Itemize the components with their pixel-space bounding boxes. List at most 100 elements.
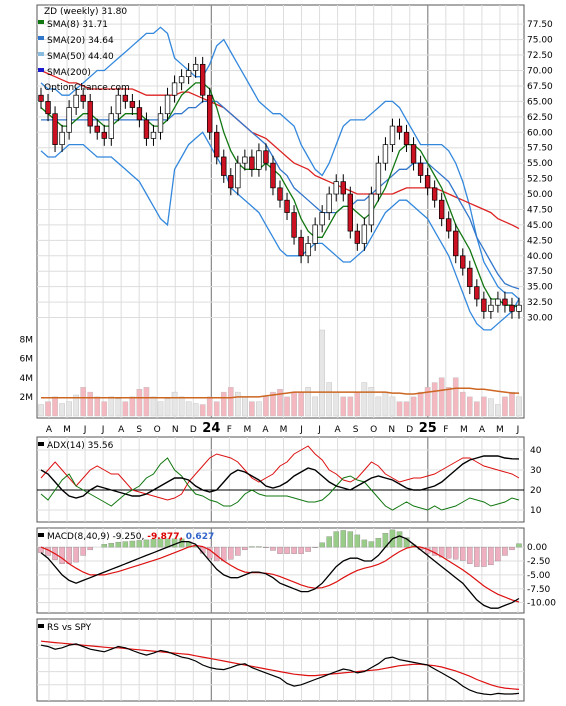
- volume-bar: [136, 389, 143, 417]
- legend: ZD (weekly) 31.80 SMA(8) 31.71 SMA(20) 3…: [38, 7, 130, 93]
- macd-tick-label: -5.00: [527, 571, 551, 581]
- candle-body: [354, 230, 361, 244]
- volume-bar: [178, 396, 185, 417]
- month-label: M: [460, 425, 468, 435]
- adx-panel-frame: [36, 436, 525, 523]
- macd-tick-label: 0.00: [527, 543, 547, 553]
- candle-body: [129, 101, 136, 108]
- sma50-line: [40, 69, 520, 230]
- candle-body: [333, 181, 339, 195]
- price-tick-label: 30.00: [527, 314, 553, 324]
- volume-bar: [199, 404, 206, 417]
- volume-tick-label: 4M: [20, 374, 34, 384]
- macd-histogram-bar: [460, 546, 466, 561]
- price-tick-label: 37.50: [527, 267, 553, 277]
- candle-body: [235, 162, 241, 189]
- rs-label: RS vs SPY: [47, 623, 92, 633]
- volume-bar: [108, 396, 115, 417]
- price-panel: 77.50 75.00 72.50 70.00 67.50 65.00 62.50 60.00…: [20, 4, 553, 419]
- macd-histogram-bar: [298, 546, 304, 554]
- candle-body: [192, 63, 199, 71]
- candle-body: [178, 76, 185, 84]
- rs-panel-frame: [36, 618, 525, 702]
- month-label: N: [388, 425, 395, 435]
- price-tick-label: 47.50: [527, 205, 553, 215]
- adx-tick-label: 20: [530, 486, 542, 496]
- volume-bar: [347, 396, 354, 417]
- candle-body: [431, 187, 438, 201]
- macd-histogram-bar: [375, 538, 382, 548]
- candle-body: [270, 162, 276, 189]
- price-tick-label: 35.00: [527, 283, 553, 293]
- volume-bar: [403, 401, 410, 417]
- volume-bar: [185, 401, 192, 417]
- macd-histogram-bar: [488, 546, 494, 566]
- month-label: S: [353, 425, 359, 435]
- volume-bar: [305, 387, 311, 417]
- macd-histogram-bar: [136, 540, 143, 548]
- volume-bar: [466, 396, 473, 417]
- macd-histogram-bar: [235, 546, 241, 556]
- price-tick-label: 42.50: [527, 236, 553, 246]
- month-label: A: [262, 425, 269, 435]
- candle-body: [453, 230, 459, 257]
- volume-bar: [263, 396, 269, 417]
- macd-histogram-bar: [256, 546, 262, 548]
- adx-lines: [40, 445, 520, 511]
- volume-bar: [256, 401, 262, 417]
- month-label: D: [190, 425, 197, 435]
- candle-body: [438, 199, 445, 220]
- macd-histogram-bar: [263, 546, 269, 548]
- volume-tick-label: 8M: [20, 336, 34, 346]
- macd-histogram-bar: [481, 546, 487, 567]
- candle-body: [298, 236, 304, 257]
- sma8-line: [40, 82, 520, 308]
- volume-bar: [101, 401, 108, 417]
- macd-histogram-bar: [101, 544, 108, 548]
- month-label: F: [443, 425, 448, 435]
- candle-body: [136, 107, 143, 121]
- minus-di-line: [40, 445, 520, 501]
- candle-body: [164, 94, 171, 115]
- volume-bar: [171, 391, 178, 417]
- volume-bar: [213, 401, 220, 417]
- month-label: 24: [202, 421, 220, 436]
- volume-bar: [368, 387, 375, 417]
- macd-histogram-bar: [368, 541, 375, 548]
- month-label: A: [335, 425, 342, 435]
- volume-bar: [157, 401, 164, 417]
- candle-body: [488, 304, 494, 312]
- macd-histogram-bar: [59, 546, 65, 564]
- month-label: J: [317, 425, 321, 435]
- macd-histogram-bar: [115, 541, 122, 548]
- volume-bar: [291, 391, 297, 417]
- candle-body: [242, 156, 248, 164]
- macd-histogram-bar: [396, 531, 403, 548]
- macd-tick-label: -7.50: [527, 585, 551, 595]
- macd-signal-line: [40, 544, 520, 603]
- adx-y-ticks: 40 30 20 10: [530, 446, 542, 516]
- candle-body: [502, 298, 508, 306]
- candle-body: [446, 218, 452, 232]
- price-tick-label: 77.50: [527, 20, 553, 30]
- price-tick-label: 50.00: [527, 190, 553, 200]
- month-label: M: [496, 425, 504, 435]
- macd-histogram-bar: [312, 546, 318, 548]
- month-label: S: [136, 425, 142, 435]
- macd-histogram-bar: [305, 546, 311, 552]
- candle-body: [171, 82, 178, 96]
- candle-body: [291, 212, 297, 238]
- adx-tick-label: 40: [530, 446, 542, 456]
- macd-histogram-bar: [403, 537, 410, 548]
- volume-bar: [452, 377, 459, 417]
- month-label: O: [154, 425, 161, 435]
- rs-panel: RS vs SPY: [36, 618, 525, 702]
- candle-body: [347, 193, 353, 232]
- macd-histogram-bar: [87, 546, 93, 551]
- volume-bar: [164, 398, 171, 417]
- volume-bar: [361, 382, 368, 417]
- candle-body: [207, 94, 213, 133]
- candle-body: [305, 243, 311, 257]
- volume-bar: [122, 401, 129, 417]
- price-tick-label: 57.50: [527, 144, 553, 154]
